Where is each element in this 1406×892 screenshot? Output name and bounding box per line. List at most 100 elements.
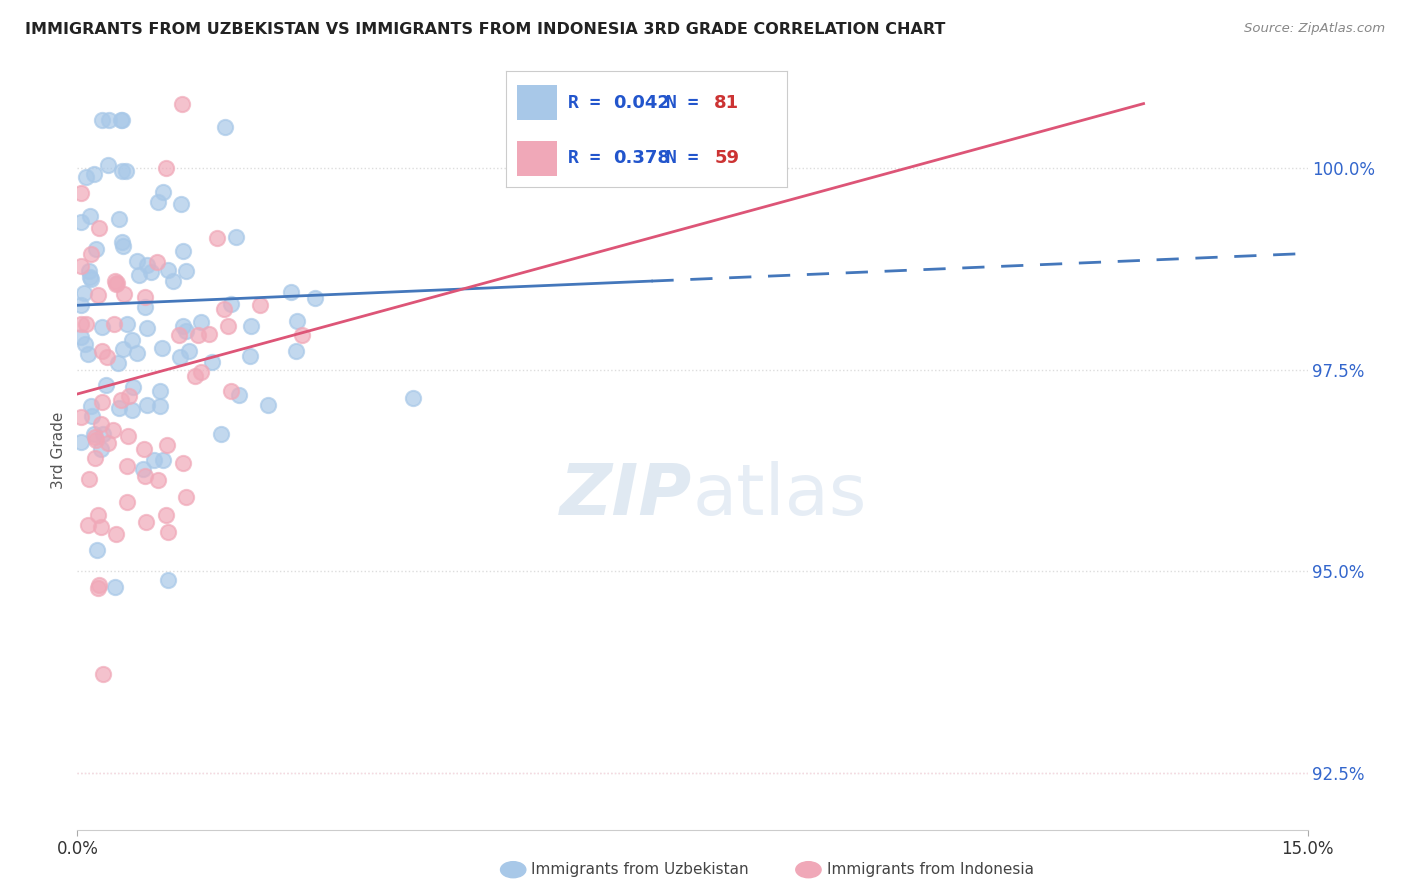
- Point: [172, 244, 194, 259]
- Point: [228, 388, 250, 402]
- Text: atlas: atlas: [693, 461, 868, 531]
- Point: [84, 429, 107, 443]
- Point: [156, 262, 179, 277]
- Point: [146, 254, 169, 268]
- Point: [128, 268, 150, 282]
- Point: [98, 112, 121, 127]
- Point: [134, 289, 156, 303]
- Text: 81: 81: [714, 94, 740, 112]
- Point: [134, 469, 156, 483]
- Point: [174, 324, 197, 338]
- Point: [190, 366, 212, 380]
- Point: [91, 426, 114, 441]
- Point: [90, 395, 112, 409]
- Point: [121, 402, 143, 417]
- Point: [83, 167, 105, 181]
- Point: [70, 330, 93, 344]
- Point: [187, 327, 209, 342]
- Point: [257, 398, 280, 412]
- Point: [217, 319, 239, 334]
- Point: [112, 238, 135, 252]
- Point: [304, 291, 326, 305]
- Point: [105, 277, 128, 292]
- Point: [84, 433, 107, 447]
- Bar: [517, 141, 557, 176]
- Point: [107, 356, 129, 370]
- Point: [219, 384, 242, 399]
- Point: [117, 429, 139, 443]
- Point: [240, 319, 263, 334]
- Point: [174, 490, 197, 504]
- Point: [82, 409, 104, 423]
- Point: [149, 399, 172, 413]
- Bar: [517, 86, 557, 120]
- Point: [111, 235, 134, 250]
- Point: [110, 112, 132, 127]
- Point: [402, 391, 425, 405]
- Point: [91, 343, 114, 358]
- Point: [198, 327, 221, 342]
- Point: [83, 427, 105, 442]
- Text: Immigrants from Uzbekistan: Immigrants from Uzbekistan: [531, 863, 749, 877]
- Point: [84, 242, 107, 256]
- Point: [172, 456, 194, 470]
- Point: [105, 527, 128, 541]
- Point: [134, 301, 156, 315]
- Text: IMMIGRANTS FROM UZBEKISTAN VS IMMIGRANTS FROM INDONESIA 3RD GRADE CORRELATION CH: IMMIGRANTS FROM UZBEKISTAN VS IMMIGRANTS…: [25, 22, 946, 37]
- Point: [209, 426, 232, 441]
- Point: [111, 164, 134, 178]
- Y-axis label: 3rd Grade: 3rd Grade: [51, 412, 66, 489]
- Point: [73, 337, 96, 351]
- Point: [172, 96, 194, 111]
- Point: [90, 519, 112, 533]
- Point: [87, 578, 110, 592]
- Point: [239, 349, 262, 363]
- Text: 59: 59: [714, 149, 740, 168]
- Point: [156, 438, 179, 452]
- Point: [73, 286, 96, 301]
- Point: [115, 318, 138, 332]
- Point: [79, 269, 101, 284]
- Point: [190, 315, 212, 329]
- Point: [152, 185, 174, 199]
- Point: [184, 368, 207, 383]
- Point: [152, 452, 174, 467]
- Point: [79, 209, 101, 223]
- Point: [87, 221, 110, 235]
- Point: [169, 197, 191, 211]
- Point: [115, 494, 138, 508]
- Point: [70, 215, 93, 229]
- Point: [96, 350, 118, 364]
- Point: [84, 451, 107, 466]
- Text: R =: R =: [568, 149, 612, 168]
- Point: [105, 276, 128, 290]
- Text: N =: N =: [666, 94, 710, 112]
- Point: [80, 247, 103, 261]
- Point: [87, 581, 110, 595]
- Point: [87, 508, 110, 523]
- Point: [135, 515, 157, 529]
- Point: [75, 318, 97, 332]
- Point: [111, 112, 134, 127]
- Point: [212, 302, 235, 317]
- Point: [141, 265, 163, 279]
- Point: [79, 399, 101, 413]
- Point: [70, 435, 93, 450]
- Point: [280, 285, 302, 300]
- Point: [97, 158, 120, 172]
- Text: 0.378: 0.378: [613, 149, 671, 168]
- Point: [90, 442, 112, 456]
- Point: [75, 169, 97, 184]
- Point: [79, 263, 101, 277]
- Point: [132, 442, 155, 456]
- Point: [169, 350, 191, 364]
- Point: [148, 194, 170, 209]
- Point: [135, 321, 157, 335]
- Point: [136, 398, 159, 412]
- Point: [91, 112, 114, 127]
- Point: [97, 435, 120, 450]
- Point: [87, 288, 110, 302]
- Point: [132, 462, 155, 476]
- Text: ZIP: ZIP: [560, 461, 693, 531]
- Point: [249, 298, 271, 312]
